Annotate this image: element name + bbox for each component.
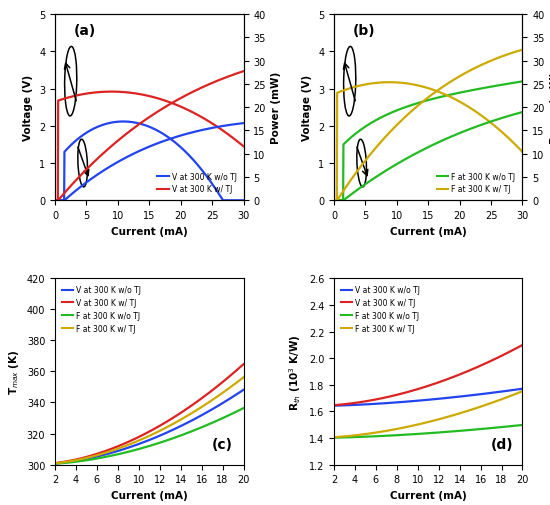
Text: (a): (a) [74,24,96,38]
X-axis label: Current (mA): Current (mA) [111,490,188,500]
Legend: F at 300 K w/o TJ, F at 300 K w/ TJ: F at 300 K w/o TJ, F at 300 K w/ TJ [434,169,519,197]
X-axis label: Current (mA): Current (mA) [390,226,466,236]
Legend: V at 300 K w/o TJ, V at 300 K w/ TJ: V at 300 K w/o TJ, V at 300 K w/ TJ [154,169,240,197]
Legend: V at 300 K w/o TJ, V at 300 K w/ TJ, F at 300 K w/o TJ, F at 300 K w/ TJ: V at 300 K w/o TJ, V at 300 K w/ TJ, F a… [338,283,424,336]
Text: (c): (c) [211,438,233,451]
Y-axis label: T$_{max}$ (K): T$_{max}$ (K) [7,349,21,394]
X-axis label: Current (mA): Current (mA) [390,490,466,500]
Y-axis label: R$_{th}$ (10$^3$ K/W): R$_{th}$ (10$^3$ K/W) [288,334,303,410]
Y-axis label: Power (mW): Power (mW) [271,72,281,144]
X-axis label: Current (mA): Current (mA) [111,226,188,236]
Text: (d): (d) [491,438,513,451]
Y-axis label: Voltage (V): Voltage (V) [302,75,312,141]
Text: (b): (b) [353,24,376,38]
Legend: V at 300 K w/o TJ, V at 300 K w/ TJ, F at 300 K w/o TJ, F at 300 K w/ TJ: V at 300 K w/o TJ, V at 300 K w/ TJ, F a… [59,283,145,336]
Y-axis label: Voltage (V): Voltage (V) [24,75,34,141]
